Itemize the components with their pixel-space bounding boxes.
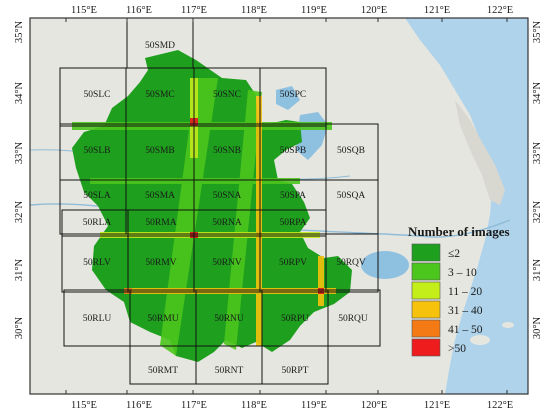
lon-tick-label: 122°E xyxy=(487,5,513,16)
latitude-labels-left: 35°N 34°N 33°N 32°N 31°N 30°N xyxy=(14,20,25,339)
legend-label: 3 – 10 xyxy=(448,267,477,279)
tile-label: 50SNB xyxy=(213,146,241,156)
lat-tick-label: 34°N xyxy=(14,81,25,104)
legend: Number of images ≤2 3 – 10 11 – 20 31 – 40 4… xyxy=(408,224,510,357)
lon-tick-label: 115°E xyxy=(71,400,97,411)
tile-label: 50SLA xyxy=(83,191,111,201)
tile-label: 50RMA xyxy=(145,218,176,228)
lat-tick-label: 32°N xyxy=(532,200,543,223)
tile-label: 50RNT xyxy=(215,366,244,376)
island xyxy=(502,322,514,328)
tile-label: 50SMD xyxy=(145,41,175,51)
lon-tick-label: 118°E xyxy=(241,5,267,16)
legend-label: 31 – 40 xyxy=(448,305,483,317)
tile-label: 50SPB xyxy=(280,146,306,156)
lat-tick-label: 33°N xyxy=(14,141,25,164)
tile-label: 50SNA xyxy=(213,191,242,201)
tile-label: 50RNV xyxy=(212,258,242,268)
legend-swatch xyxy=(411,243,441,262)
tile-label: 50RPV xyxy=(279,258,307,268)
legend-title: Number of images xyxy=(408,224,510,239)
tile-label: 50RLU xyxy=(83,314,112,324)
tile-label: 50RPU xyxy=(281,314,309,324)
longitude-labels-top: 115°E 116°E 117°E 118°E 119°E 120°E 121°… xyxy=(71,5,513,16)
legend-label: 41 – 50 xyxy=(448,324,483,336)
tile-label: 50SMB xyxy=(145,146,175,156)
lon-tick-label: 120°E xyxy=(361,400,387,411)
legend-swatch xyxy=(411,338,441,357)
lat-tick-label: 31°N xyxy=(14,258,25,281)
legend-swatch xyxy=(411,262,441,281)
tile-label: 50RMV xyxy=(145,258,176,268)
tile-label: 50SLC xyxy=(84,90,111,100)
tile-label: 50SPC xyxy=(280,90,306,100)
lat-tick-label: 34°N xyxy=(532,81,543,104)
lon-tick-label: 117°E xyxy=(181,400,207,411)
tile-label: 50RNU xyxy=(214,314,244,324)
lon-tick-label: 115°E xyxy=(71,5,97,16)
lat-tick-label: 33°N xyxy=(532,141,543,164)
latitude-labels-right: 35°N 34°N 33°N 32°N 31°N 30°N xyxy=(532,20,543,339)
tile-label: 50RPT xyxy=(282,366,309,376)
tile-label: 50RPA xyxy=(279,218,306,228)
legend-label: 11 – 20 xyxy=(448,286,482,298)
lon-tick-label: 121°E xyxy=(424,400,450,411)
tile-label: 50SPA xyxy=(280,191,306,201)
lon-tick-label: 116°E xyxy=(126,400,152,411)
lon-tick-label: 121°E xyxy=(424,5,450,16)
tile-grid xyxy=(59,17,381,385)
lat-tick-label: 30°N xyxy=(14,316,25,339)
tile-label: 50RNA xyxy=(212,218,242,228)
lon-tick-label: 120°E xyxy=(361,5,387,16)
lon-tick-label: 119°E xyxy=(301,400,327,411)
lon-tick-label: 119°E xyxy=(301,5,327,16)
lat-tick-label: 32°N xyxy=(14,200,25,223)
lon-tick-label: 118°E xyxy=(241,400,267,411)
tile-label: 50RLA xyxy=(83,218,112,228)
lat-tick-label: 35°N xyxy=(14,20,25,43)
tile-labels: 50SMD 50SLC 50SMC 50SNC 50SPC 50SLB 50SM… xyxy=(83,41,368,376)
longitude-labels-bottom: 115°E 116°E 117°E 118°E 119°E 120°E 121°… xyxy=(71,400,513,411)
lon-tick-label: 122°E xyxy=(487,400,513,411)
tile-label: 50SLB xyxy=(84,146,111,156)
lat-tick-label: 35°N xyxy=(532,20,543,43)
legend-label: ≤2 xyxy=(448,248,460,260)
lat-tick-label: 31°N xyxy=(532,258,543,281)
tile-label: 50RQU xyxy=(338,314,368,324)
tile-label: 50SQB xyxy=(337,146,365,156)
tile-label: 50SQA xyxy=(337,191,366,201)
map-frame xyxy=(29,17,529,395)
legend-swatch xyxy=(411,319,441,338)
lake xyxy=(361,251,409,279)
tile-label: 50RLV xyxy=(83,258,111,268)
tile-label: 50RMU xyxy=(147,314,178,324)
legend-label: >50 xyxy=(448,343,466,355)
tile-label: 50SMA xyxy=(145,191,175,201)
lake xyxy=(276,86,300,110)
tick-marks xyxy=(65,18,508,394)
legend-swatch xyxy=(411,281,441,300)
lat-tick-label: 30°N xyxy=(532,316,543,339)
lon-tick-label: 117°E xyxy=(181,5,207,16)
lon-tick-label: 116°E xyxy=(126,5,152,16)
island xyxy=(470,335,490,345)
tile-label: 50RMT xyxy=(148,366,178,376)
tile-label: 50SNC xyxy=(213,90,241,100)
legend-swatch xyxy=(411,300,441,319)
tile-label: 50RQV xyxy=(336,258,366,268)
coastal-land xyxy=(455,100,505,205)
tile-label: 50SMC xyxy=(145,90,175,100)
